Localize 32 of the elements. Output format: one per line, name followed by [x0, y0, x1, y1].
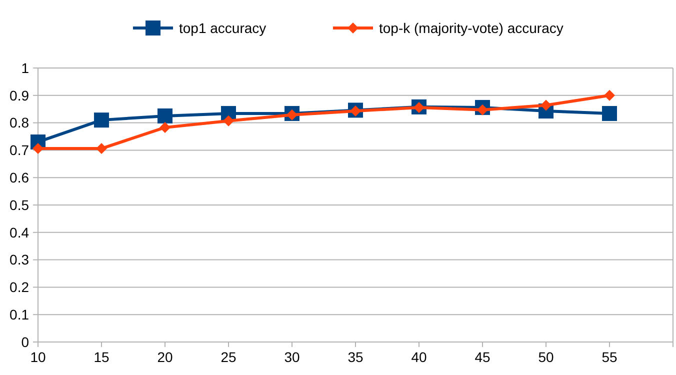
x-tick-label: 55	[602, 349, 618, 365]
y-tick-label: 0.9	[10, 87, 30, 104]
x-tick-label: 10	[30, 349, 46, 365]
point	[160, 122, 170, 133]
point	[540, 100, 552, 111]
legend-label: top-k (majority-vote) accuracy	[379, 20, 564, 36]
y-tick-label: 0.3	[10, 252, 30, 268]
y-tick-label: 1	[21, 60, 30, 76]
x-tick-label: 25	[220, 349, 236, 365]
x-tick-label: 20	[157, 349, 173, 365]
x-tick-label: 40	[411, 349, 427, 365]
y-tick-label: 0.2	[10, 279, 30, 296]
y-tick-label: 0.6	[10, 170, 30, 186]
y-tick-label: 0.5	[10, 196, 30, 213]
x-tick-label: 15	[94, 349, 110, 365]
x-tick-label: 45	[474, 349, 490, 365]
y-tick-label: 0.7	[10, 142, 30, 158]
y-tick-label: 0.1	[10, 306, 30, 322]
y-tick-label: 0.8	[10, 114, 30, 131]
point	[94, 112, 109, 128]
x-tick-label: 30	[284, 349, 300, 365]
y-tick-label: 0	[21, 334, 30, 350]
point	[32, 143, 44, 154]
legend-label: top1 accuracy	[179, 20, 266, 36]
x-tick-label: 50	[538, 349, 554, 365]
point	[158, 108, 172, 124]
point	[602, 106, 617, 121]
point	[223, 115, 234, 126]
point	[96, 143, 107, 154]
y-tick-label: 0.4	[10, 224, 30, 240]
point	[604, 90, 615, 101]
x-tick-label: 35	[348, 349, 364, 365]
